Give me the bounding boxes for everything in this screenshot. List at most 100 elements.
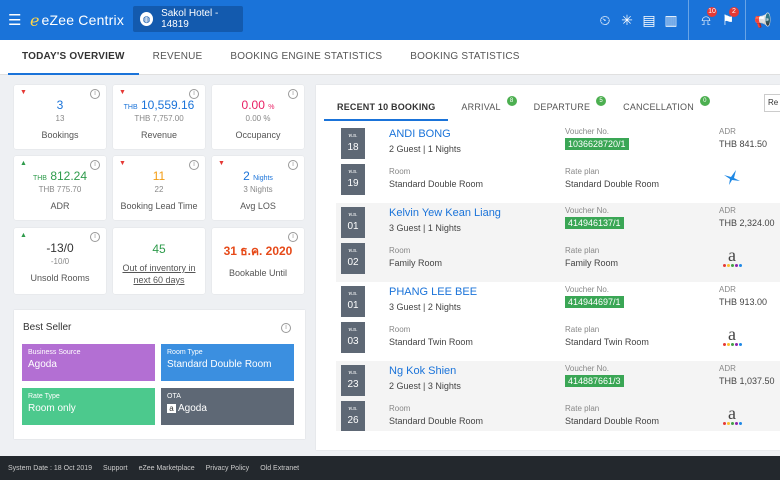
- tab-todays-overview[interactable]: TODAY'S OVERVIEW: [8, 40, 139, 75]
- room-value: Standard Double Room: [389, 416, 484, 426]
- room-label: Room: [389, 325, 411, 334]
- footer-link-marketplace[interactable]: eZee Marketplace: [138, 464, 195, 472]
- tab-cancellation[interactable]: CANCELLATION 0: [610, 93, 714, 121]
- checkout-date: พ.ย. 26: [341, 401, 365, 431]
- notification-badge: 10: [707, 6, 717, 17]
- out-of-inventory-card: 45 Out of inventory in next 60 days: [113, 228, 205, 294]
- guest-details: 3 Guest | 1 Nights: [389, 223, 461, 233]
- info-icon[interactable]: i: [281, 323, 291, 333]
- checkin-date: พ.ย. 01: [341, 286, 365, 317]
- flag-badge: 2: [729, 6, 739, 17]
- best-seller-title: Best Seller: [23, 322, 72, 333]
- tab-recent-bookings[interactable]: RECENT 10 BOOKING: [324, 93, 449, 121]
- best-business-source: Business Source Agoda: [22, 344, 155, 381]
- flag-icon[interactable]: ⚑ 2: [717, 6, 739, 29]
- adr-label: ADR: [50, 201, 70, 211]
- megaphone-icon[interactable]: 📢: [754, 11, 772, 28]
- booking-tabs: RECENT 10 BOOKING ARRIVAL 8 DEPARTURE 5 CA…: [324, 93, 714, 121]
- clipboard-icon[interactable]: ▤: [642, 11, 656, 28]
- lead-time-card: ▼ i 11 22 Booking Lead Time: [113, 156, 205, 220]
- agoda-icon: a: [167, 404, 176, 413]
- footer-link-support[interactable]: Support: [103, 464, 128, 472]
- room-label: Room: [389, 246, 411, 255]
- trend-down-icon: ▼: [119, 89, 126, 96]
- clock-settings-icon[interactable]: ⏲: [599, 11, 611, 28]
- trend-down-icon: ▼: [119, 160, 126, 167]
- booking-row[interactable]: พ.ย. 18 พ.ย. 19 ANDI BONG 2 Guest | 1 Nigh…: [336, 124, 780, 203]
- room-label: Room: [389, 167, 411, 176]
- avg-los-label: Avg LOS: [240, 201, 276, 211]
- voucher-number: 414944697/1: [565, 296, 624, 308]
- voucher-label: Voucher No.: [565, 127, 610, 136]
- guest-name[interactable]: Kelvin Yew Kean Liang: [389, 207, 501, 219]
- logo[interactable]: e eZee Centrix: [30, 11, 124, 30]
- info-icon[interactable]: i: [288, 89, 298, 99]
- info-icon[interactable]: i: [90, 232, 100, 242]
- menu-icon[interactable]: ☰: [8, 11, 22, 29]
- occupancy-value: 0.00 %: [241, 98, 275, 112]
- adr-label: ADR: [719, 206, 736, 215]
- hotel-selector[interactable]: ◍ Sakol Hotel - 14819: [133, 6, 243, 32]
- bell-icon[interactable]: ⍾ 10: [701, 6, 717, 28]
- room-value: Standard Twin Room: [389, 337, 473, 347]
- adr-value: THB 2,324.00: [719, 218, 775, 228]
- guest-name[interactable]: ANDI BONG: [389, 128, 451, 140]
- lead-time-previous: 22: [154, 185, 164, 194]
- info-icon[interactable]: i: [90, 160, 100, 170]
- voucher-number: 414887661/3: [565, 375, 624, 387]
- agoda-icon: a: [721, 246, 743, 270]
- best-seller-panel: Best Seller i Business Source Agoda Room…: [14, 310, 305, 439]
- tab-revenue[interactable]: REVENUE: [152, 51, 203, 62]
- footer: System Date : 18 Oct 2019 Support eZee M…: [0, 456, 780, 480]
- chart-icon[interactable]: ▥: [664, 11, 678, 28]
- revenue-value: THB 10,559.16: [123, 98, 195, 112]
- adr-value: THB 812.24: [32, 169, 88, 183]
- bookings-card: ▼ i 3 13 Bookings: [14, 85, 106, 149]
- voucher-number: 1036628720/1: [565, 138, 629, 150]
- guest-name[interactable]: Ng Kok Shien: [389, 365, 457, 377]
- top-icons: ⏲ ✳ ▤ ▥ ⍾ 10 ⚑ 2 📢: [594, 0, 780, 40]
- info-icon[interactable]: i: [189, 89, 199, 99]
- revenue-card: ▼ i THB 10,559.16 THB 7,757.00 Revenue: [113, 85, 205, 149]
- tab-booking-engine-statistics[interactable]: BOOKING ENGINE STATISTICS: [230, 51, 383, 62]
- booking-row[interactable]: พ.ย. 01 พ.ย. 02 Kelvin Yew Kean Liang 3 Gu…: [336, 203, 780, 282]
- voucher-label: Voucher No.: [565, 285, 610, 294]
- bookings-value: 3: [56, 98, 64, 112]
- occupancy-label: Occupancy: [235, 130, 281, 140]
- room-value: Family Room: [389, 258, 443, 268]
- adr-label: ADR: [719, 127, 736, 136]
- tab-arrival[interactable]: ARRIVAL 8: [448, 93, 520, 121]
- adr-value: THB 841.50: [719, 139, 768, 149]
- info-icon[interactable]: i: [288, 232, 298, 242]
- bookable-until-card: i 31 ธ.ค. 2020 Bookable Until: [212, 228, 304, 294]
- best-rate-type: Rate Type Room only: [22, 388, 155, 425]
- hotel-name: Sakol Hotel - 14819: [161, 8, 219, 30]
- info-icon[interactable]: i: [288, 160, 298, 170]
- checkout-date: พ.ย. 19: [341, 164, 365, 195]
- out-of-inventory-link[interactable]: Out of inventory in next 60 days: [122, 263, 196, 285]
- footer-link-privacy[interactable]: Privacy Policy: [205, 464, 250, 472]
- adr-label: ADR: [719, 285, 736, 294]
- tab-departure[interactable]: DEPARTURE 5: [521, 93, 610, 121]
- rate-plan-value: Standard Double Room: [565, 416, 660, 426]
- guest-details: 2 Guest | 3 Nights: [389, 381, 461, 391]
- info-icon[interactable]: i: [189, 160, 199, 170]
- unsold-previous: -10/0: [50, 257, 70, 266]
- adr-value: THB 913.00: [719, 297, 768, 307]
- refresh-button[interactable]: Re: [764, 94, 780, 112]
- footer-link-old-extranet[interactable]: Old Extranet: [260, 464, 300, 472]
- checkin-date: พ.ย. 23: [341, 365, 365, 396]
- guest-name[interactable]: PHANG LEE BEE: [389, 286, 478, 298]
- booking-row[interactable]: พ.ย. 23 พ.ย. 26 Ng Kok Shien 2 Guest | 3 N…: [336, 361, 780, 431]
- rate-plan-label: Rate plan: [565, 404, 600, 413]
- trend-down-icon: ▼: [218, 160, 225, 167]
- avg-los-card: ▼ i 2 Nights 3 Nights Avg LOS: [212, 156, 304, 220]
- revenue-label: Revenue: [140, 130, 178, 140]
- booking-row[interactable]: พ.ย. 01 พ.ย. 03 PHANG LEE BEE 3 Guest | 2 …: [336, 282, 780, 361]
- info-icon[interactable]: i: [90, 89, 100, 99]
- bookings-previous: 13: [55, 114, 65, 123]
- network-icon[interactable]: ✳: [621, 11, 633, 28]
- rate-plan-label: Rate plan: [565, 167, 600, 176]
- rate-plan-value: Standard Double Room: [565, 179, 660, 189]
- tab-booking-statistics[interactable]: BOOKING STATISTICS: [410, 51, 520, 62]
